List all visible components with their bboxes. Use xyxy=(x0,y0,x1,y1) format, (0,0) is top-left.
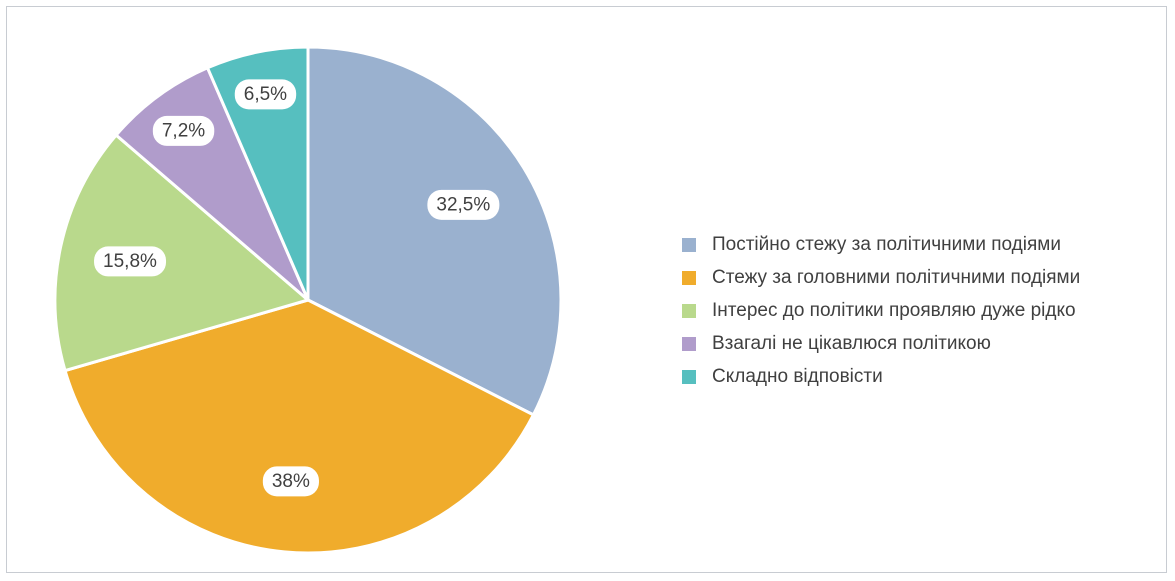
legend-swatch xyxy=(682,370,696,384)
data-label-box xyxy=(152,115,215,146)
data-label-text: 32,5% xyxy=(436,194,490,215)
pie-slice xyxy=(306,45,563,417)
chart-frame xyxy=(6,6,1167,573)
pie-slice xyxy=(53,132,312,373)
legend-item: Постійно стежу за політичними подіями xyxy=(682,232,1082,258)
data-label-box xyxy=(234,79,297,110)
legend: Постійно стежу за політичними подіями Сте… xyxy=(682,232,1082,397)
legend-item: Взагалі не цікавлюся політикою xyxy=(682,331,1082,357)
data-label: 15,8% xyxy=(94,246,167,277)
data-label-box xyxy=(427,189,500,220)
legend-swatch xyxy=(682,337,696,351)
legend-label: Взагалі не цікавлюся політикою xyxy=(712,333,991,354)
pie-slice xyxy=(205,45,310,301)
data-label-text: 15,8% xyxy=(103,251,157,272)
data-label: 7,2% xyxy=(152,115,215,146)
pie-slice xyxy=(63,298,536,555)
data-label-text: 7,2% xyxy=(162,120,205,141)
legend-label: Інтерес до політики проявляю дуже рідко xyxy=(712,300,1076,321)
data-label-text: 38% xyxy=(272,471,310,492)
legend-label: Складно відповісти xyxy=(712,366,883,387)
data-label-box xyxy=(262,466,319,497)
legend-label: Стежу за головними політичними подіями xyxy=(712,267,1081,288)
data-label-box xyxy=(94,246,167,277)
data-label: 38% xyxy=(262,466,319,497)
data-label: 32,5% xyxy=(427,189,500,220)
data-label-text: 6,5% xyxy=(244,84,287,105)
legend-label: Постійно стежу за політичними подіями xyxy=(712,234,1061,255)
legend-swatch xyxy=(682,304,696,318)
legend-item: Стежу за головними політичними подіями xyxy=(682,265,1082,291)
legend-swatch xyxy=(682,238,696,252)
data-label: 6,5% xyxy=(234,79,297,110)
legend-swatch xyxy=(682,271,696,285)
legend-item: Складно відповісти xyxy=(682,364,1082,390)
legend-item: Інтерес до політики проявляю дуже рідко xyxy=(682,298,1082,324)
